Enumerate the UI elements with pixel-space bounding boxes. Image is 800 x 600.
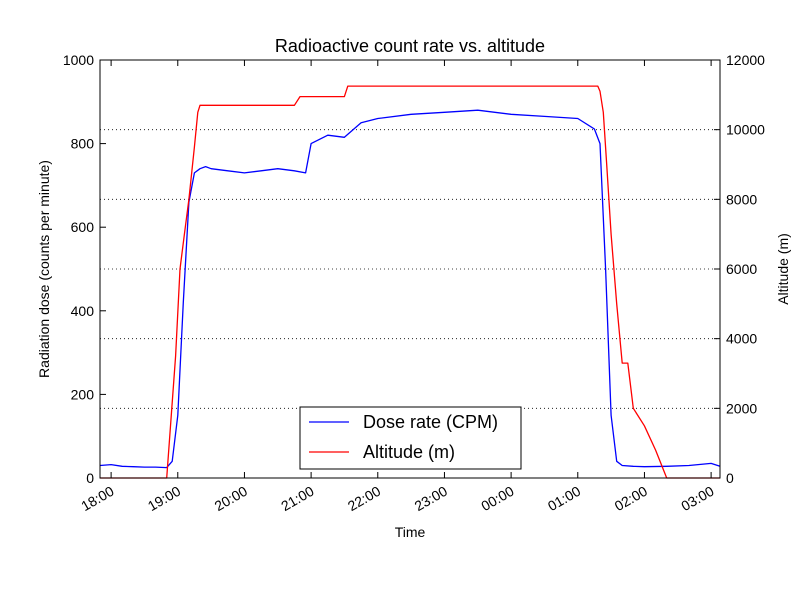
y-left-axis-label: Radiation dose (counts per minute) [36,160,52,378]
y-right-tick-label: 2000 [726,400,757,416]
y-right-tick-label: 12000 [726,52,765,68]
chart-title: Radioactive count rate vs. altitude [275,36,545,56]
y-left-tick-label: 600 [71,219,95,235]
y-right-axis-label: Altitude (m) [775,233,791,305]
x-tick-label: 22:00 [345,483,384,514]
series-layer [99,85,721,479]
legend: Dose rate (CPM) Altitude (m) [299,406,522,470]
y-right-tick-label: 10000 [726,122,765,138]
y-left-tick-label: 200 [71,386,95,402]
x-tick-label: 20:00 [212,483,251,514]
x-tick-label: 00:00 [478,483,517,514]
y-right-axis-ticks: 0 2000 4000 6000 8000 10000 12000 [714,52,765,486]
x-tick-label: 01:00 [545,483,584,514]
x-tick-label: 19:00 [145,483,184,514]
y-right-tick-label: 4000 [726,331,757,347]
y-left-tick-label: 0 [86,470,94,486]
y-left-tick-label: 800 [71,136,95,152]
legend-label-dose-rate: Dose rate (CPM) [363,412,498,432]
x-axis-label: Time [395,524,426,540]
x-tick-label: 18:00 [78,483,117,514]
legend-label-altitude: Altitude (m) [363,442,455,462]
x-tick-label: 21:00 [278,483,317,514]
y-left-axis-ticks: 0 200 400 600 800 1000 [63,52,106,486]
x-tick-label: 02:00 [612,483,651,514]
series-line-dose-rate [99,109,721,469]
y-right-tick-label: 8000 [726,191,757,207]
series-line-altitude [100,85,720,479]
x-tick-label: 03:00 [678,483,717,514]
x-tick-label: 23:00 [412,483,451,514]
y-right-tick-label: 6000 [726,261,757,277]
y-left-tick-label: 400 [71,303,95,319]
grid-lines [100,129,720,409]
legend-box [299,406,522,470]
y-left-tick-label: 1000 [63,52,94,68]
y-right-tick-label: 0 [726,470,734,486]
